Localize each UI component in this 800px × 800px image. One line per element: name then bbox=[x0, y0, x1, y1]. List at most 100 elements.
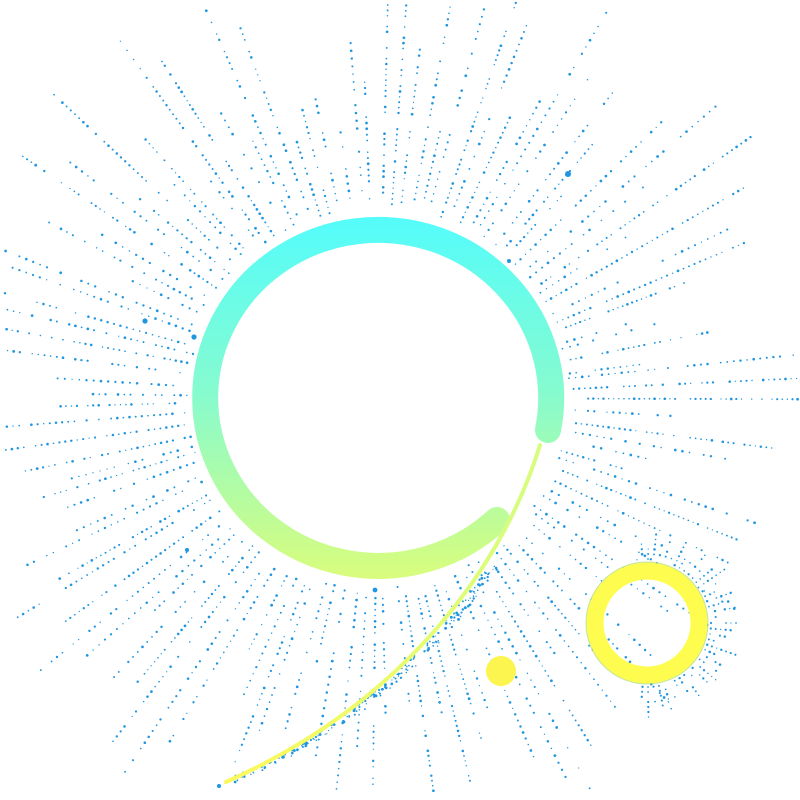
burst-dot bbox=[652, 445, 656, 448]
burst-dot bbox=[242, 247, 244, 249]
burst-dot bbox=[660, 277, 663, 279]
burst-dot bbox=[596, 435, 598, 438]
burst-dot bbox=[154, 368, 157, 371]
burst-dot bbox=[475, 677, 479, 680]
burst-dot bbox=[648, 597, 650, 599]
burst-dot bbox=[175, 117, 178, 120]
burst-dot bbox=[383, 137, 386, 141]
burst-dot bbox=[201, 201, 203, 203]
burst-dot bbox=[560, 195, 562, 198]
burst-dot bbox=[332, 652, 335, 655]
burst-dot bbox=[555, 628, 557, 631]
burst-dot bbox=[154, 443, 157, 446]
burst-dot bbox=[182, 536, 185, 539]
small-burst-dot bbox=[735, 622, 737, 624]
burst-dot bbox=[564, 111, 568, 114]
small-burst-dot bbox=[715, 669, 718, 672]
burst-dot bbox=[727, 441, 730, 444]
burst-dot bbox=[442, 156, 445, 158]
burst-dot bbox=[418, 690, 421, 692]
burst-dot bbox=[153, 428, 156, 430]
burst-dot bbox=[730, 536, 733, 539]
burst-dot bbox=[427, 754, 430, 758]
burst-dot bbox=[285, 651, 289, 654]
burst-dot bbox=[427, 605, 429, 607]
burst-dot bbox=[257, 181, 261, 184]
burst-dot bbox=[128, 250, 131, 252]
burst-dot bbox=[477, 561, 480, 564]
small-burst-dot bbox=[734, 653, 737, 656]
burst-dot bbox=[486, 82, 489, 85]
burst-dot bbox=[238, 602, 241, 604]
trail-dot bbox=[472, 597, 475, 600]
small-burst-dot bbox=[715, 597, 718, 599]
burst-dot bbox=[372, 766, 374, 768]
burst-dot bbox=[155, 90, 158, 93]
burst-dot bbox=[400, 201, 403, 204]
burst-dot bbox=[185, 351, 188, 354]
burst-dot bbox=[646, 583, 649, 585]
small-burst-dot bbox=[654, 533, 658, 536]
burst-dot bbox=[423, 197, 426, 199]
burst-dot bbox=[263, 164, 266, 167]
burst-dot bbox=[629, 221, 631, 223]
burst-dot bbox=[685, 130, 688, 133]
burst-dot bbox=[114, 404, 116, 406]
burst-dot bbox=[372, 748, 375, 750]
burst-dot bbox=[177, 509, 181, 513]
burst-dot bbox=[373, 625, 377, 629]
burst-dot bbox=[79, 501, 83, 504]
small-burst-dot bbox=[674, 696, 676, 698]
burst-dot bbox=[152, 495, 155, 498]
burst-dot bbox=[610, 558, 613, 561]
burst-dot bbox=[125, 326, 128, 329]
burst-dot bbox=[634, 498, 637, 501]
burst-dot bbox=[196, 500, 198, 502]
burst-dot bbox=[511, 707, 514, 710]
burst-dot bbox=[383, 660, 386, 663]
burst-dot bbox=[687, 519, 690, 522]
burst-dot bbox=[152, 403, 154, 405]
burst-dot bbox=[365, 121, 368, 125]
burst-dot bbox=[549, 228, 552, 232]
burst-dot bbox=[256, 704, 259, 706]
small-burst-dot bbox=[670, 557, 673, 560]
burst-dot bbox=[256, 595, 259, 598]
burst-dot bbox=[557, 761, 560, 764]
burst-dot bbox=[24, 257, 28, 261]
burst-dot bbox=[676, 269, 680, 273]
burst-dot bbox=[131, 595, 134, 597]
burst-dot bbox=[69, 583, 73, 587]
burst-dot bbox=[82, 526, 85, 529]
burst-dot bbox=[630, 329, 633, 332]
burst-dot bbox=[435, 78, 438, 81]
burst-dot bbox=[527, 743, 530, 746]
burst-dot bbox=[74, 324, 77, 328]
small-burst-dot bbox=[708, 605, 710, 608]
burst-dot bbox=[87, 175, 89, 177]
burst-dot bbox=[288, 713, 291, 716]
burst-dot bbox=[333, 186, 335, 188]
burst-dot bbox=[74, 165, 78, 169]
burst-dot bbox=[317, 111, 320, 115]
burst-dot bbox=[311, 631, 314, 633]
burst-dot bbox=[366, 151, 369, 153]
burst-dot bbox=[108, 403, 111, 407]
burst-dot bbox=[526, 672, 529, 675]
burst-dot bbox=[287, 195, 291, 199]
burst-dot bbox=[240, 743, 244, 746]
burst-dot bbox=[93, 295, 96, 298]
burst-dot bbox=[277, 618, 279, 621]
burst-dot bbox=[568, 372, 572, 375]
burst-dot bbox=[103, 516, 106, 520]
burst-dot bbox=[154, 317, 157, 320]
burst-dot bbox=[419, 699, 422, 703]
burst-dot bbox=[360, 674, 363, 677]
burst-dot bbox=[58, 441, 61, 444]
burst-dot bbox=[158, 680, 160, 683]
burst-dot bbox=[78, 378, 81, 381]
burst-dot bbox=[662, 433, 664, 435]
burst-dot bbox=[570, 243, 573, 246]
burst-dot bbox=[200, 480, 203, 484]
burst-dot bbox=[444, 148, 447, 151]
